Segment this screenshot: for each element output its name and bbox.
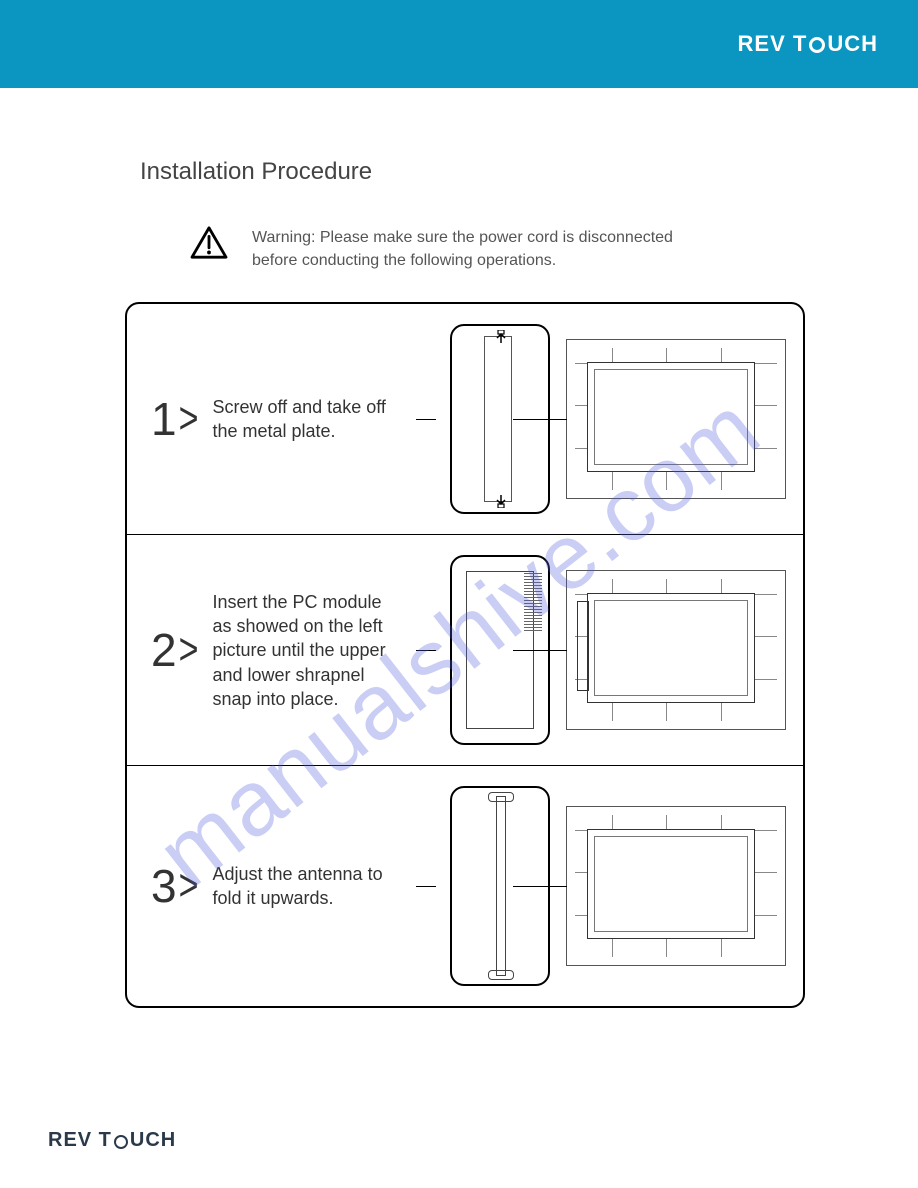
step-2: 2 > Insert the PC module as showed on th…: [127, 535, 803, 766]
manual-page: REV T UCH Installation Procedure Warning…: [0, 0, 918, 1188]
step-2-figures: [450, 555, 786, 745]
step-3-figures: [450, 786, 786, 986]
step-1-device-diagram: [566, 339, 786, 499]
steps-box: 1 > Screw off and take off the metal pla…: [125, 302, 805, 1008]
brand-logo-header: REV T UCH: [738, 31, 878, 57]
leader-line: [416, 419, 436, 420]
warning-row: Warning: Please make sure the power cord…: [190, 226, 803, 272]
brand-o-icon: [114, 1135, 128, 1149]
step-1-figures: [450, 324, 786, 514]
step-2-num-value: 2: [151, 623, 177, 677]
step-2-text: Insert the PC module as showed on the le…: [212, 590, 402, 711]
brand-logo-footer: REV T UCH: [48, 1129, 176, 1152]
step-1-number: 1 >: [151, 392, 198, 446]
step-2-number: 2 >: [151, 623, 198, 677]
warning-text: Warning: Please make sure the power cord…: [252, 226, 712, 272]
step-3-device-diagram: [566, 806, 786, 966]
step-3-num-value: 3: [151, 859, 177, 913]
step-2-device-diagram: [566, 570, 786, 730]
brand-suffix: UCH: [130, 1129, 176, 1152]
step-1-text: Screw off and take off the metal plate.: [212, 395, 402, 444]
step-3-number: 3 >: [151, 859, 198, 913]
brand-prefix: REV T: [738, 31, 808, 57]
leader-line: [416, 650, 436, 651]
header-banner: REV T UCH: [0, 0, 918, 88]
step-1-num-value: 1: [151, 392, 177, 446]
warning-icon: [190, 226, 228, 265]
step-3: 3 > Adjust the antenna to fold it upward…: [127, 766, 803, 1006]
step-1: 1 > Screw off and take off the metal pla…: [127, 304, 803, 535]
content-area: Installation Procedure Warning: Please m…: [0, 88, 918, 1008]
brand-prefix: REV T: [48, 1129, 112, 1152]
brand-o-icon: [809, 37, 825, 53]
chevron-right-icon: >: [179, 394, 199, 445]
step-3-text: Adjust the antenna to fold it upwards.: [212, 862, 402, 911]
brand-suffix: UCH: [827, 31, 878, 57]
chevron-right-icon: >: [179, 625, 199, 676]
leader-line: [416, 886, 436, 887]
chevron-right-icon: >: [179, 861, 199, 912]
page-title: Installation Procedure: [140, 158, 803, 186]
